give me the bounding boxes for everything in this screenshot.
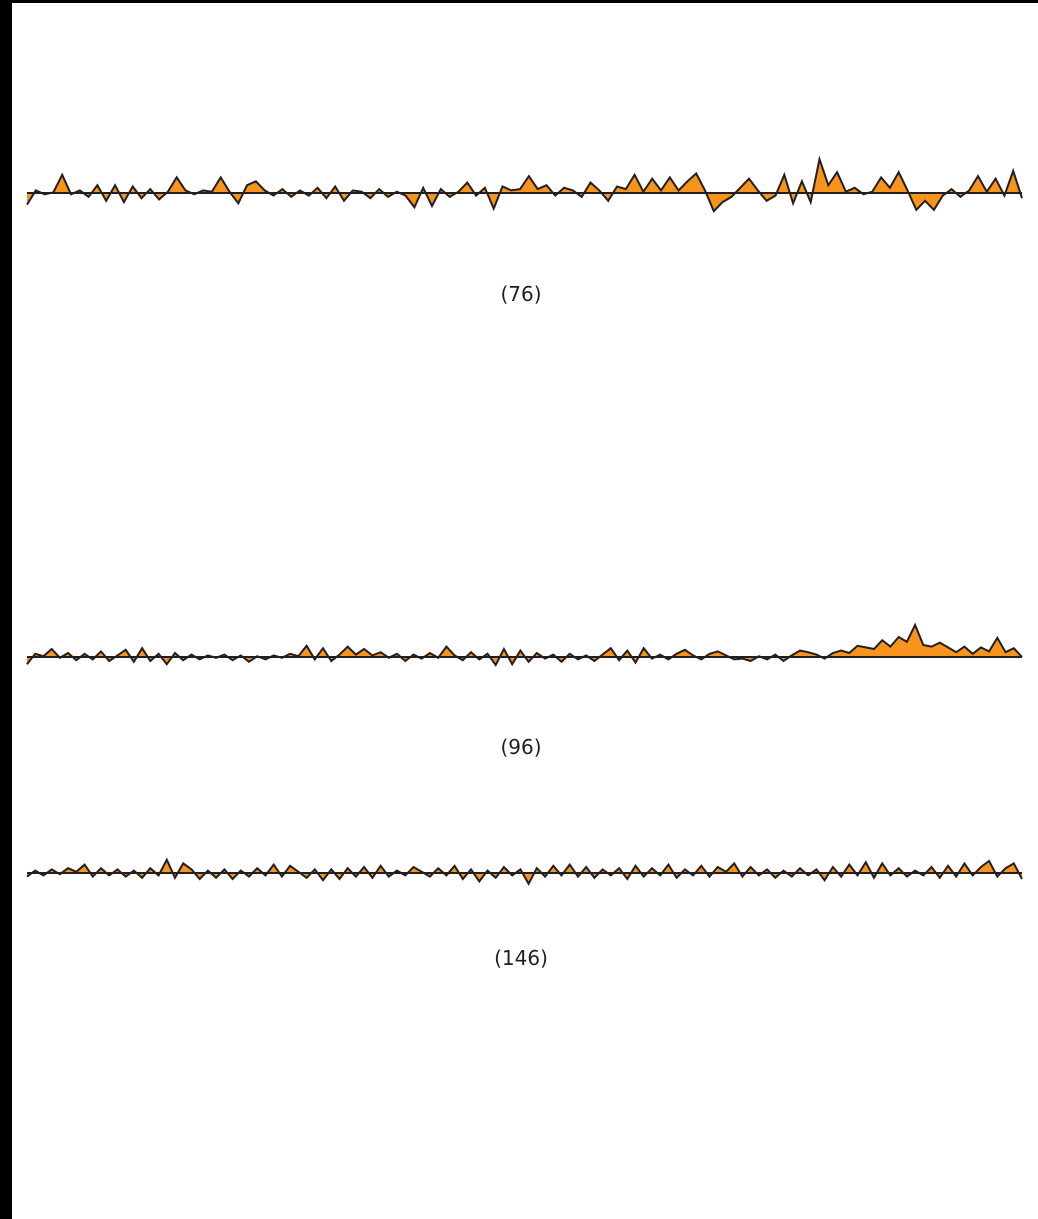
strip-96: (96) xyxy=(27,625,1022,759)
strip-76: (76) xyxy=(27,159,1022,306)
strip-96-trace xyxy=(27,625,1022,665)
strip-146: (146) xyxy=(27,860,1022,970)
strip-146-fill xyxy=(27,860,1022,884)
strip-76-fill xyxy=(27,159,1022,211)
strip-96-label: (96) xyxy=(500,735,541,759)
strip-76-label: (76) xyxy=(500,282,541,306)
strip-96-fill xyxy=(27,625,1022,665)
strip-146-label: (146) xyxy=(494,946,548,970)
strip-146-trace xyxy=(27,860,1022,884)
